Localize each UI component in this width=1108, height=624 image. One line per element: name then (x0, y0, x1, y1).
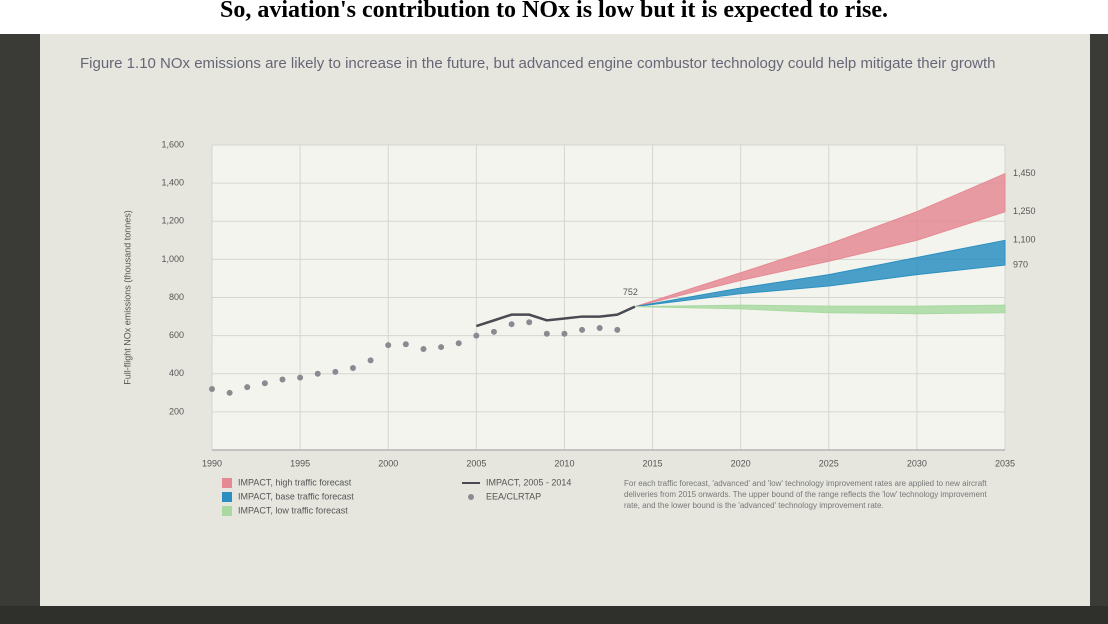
y-tick-label: 1,600 (161, 139, 184, 149)
dot (244, 384, 250, 390)
dot (209, 386, 215, 392)
x-tick-label: 2015 (643, 458, 663, 468)
line-label: 752 (623, 287, 638, 297)
dot (332, 369, 338, 375)
x-tick-label: 2020 (731, 458, 751, 468)
dot (262, 380, 268, 386)
dot (279, 376, 285, 382)
frame (1090, 34, 1108, 624)
dot (368, 357, 374, 363)
y-tick-label: 1,000 (161, 254, 184, 264)
x-tick-label: 2000 (378, 458, 398, 468)
x-tick-label: 1995 (290, 458, 310, 468)
legend-swatch (468, 494, 474, 500)
x-tick-label: 2035 (995, 458, 1015, 468)
legend-label: IMPACT, high traffic forecast (238, 477, 352, 487)
dot (509, 321, 515, 327)
y-tick-label: 200 (169, 406, 184, 416)
screen: So, aviation's contribution to NOx is lo… (0, 0, 1108, 624)
x-tick-label: 2030 (907, 458, 927, 468)
legend-label: EEA/CLRTAP (486, 491, 541, 501)
dot (491, 329, 497, 335)
y-tick-label: 600 (169, 330, 184, 340)
dot (614, 327, 620, 333)
chart: 200 400 600 800 1,000 1,200 1,400 1,600 1990 1995… (0, 0, 1108, 624)
frame (0, 606, 1108, 624)
dot (579, 327, 585, 333)
note: For each traffic forecast, 'advanced' an… (624, 478, 1004, 511)
y-tick-label: 400 (169, 368, 184, 378)
dot (473, 333, 479, 339)
dot (227, 390, 233, 396)
dot (438, 344, 444, 350)
band-label: 970 (1013, 259, 1028, 269)
dot (403, 341, 409, 347)
band-label: 1,250 (1013, 206, 1036, 216)
legend-swatch (222, 492, 232, 502)
dot (315, 371, 321, 377)
legend-label: IMPACT, base traffic forecast (238, 491, 354, 501)
legend-swatch (222, 478, 232, 488)
x-tick-label: 2005 (466, 458, 486, 468)
dot (597, 325, 603, 331)
dot (350, 365, 356, 371)
y-tick-label: 800 (169, 292, 184, 302)
legend-label: IMPACT, 2005 - 2014 (486, 477, 571, 487)
dot (526, 319, 532, 325)
dot (297, 375, 303, 381)
x-tick-label: 2010 (554, 458, 574, 468)
legend-swatch (222, 506, 232, 516)
band-label: 1,100 (1013, 235, 1036, 245)
dot (561, 331, 567, 337)
frame (0, 34, 40, 624)
y-axis-label: Full-flight NOx emissions (thousand tonn… (122, 210, 132, 385)
x-tick-label: 2025 (819, 458, 839, 468)
legend-label: IMPACT, low traffic forecast (238, 505, 348, 515)
x-tick-label: 1990 (202, 458, 222, 468)
dot (456, 340, 462, 346)
y-tick-label: 1,200 (161, 216, 184, 226)
band-label: 1,450 (1013, 168, 1036, 178)
dot (420, 346, 426, 352)
y-tick-label: 1,400 (161, 178, 184, 188)
dot (385, 342, 391, 348)
dot (544, 331, 550, 337)
